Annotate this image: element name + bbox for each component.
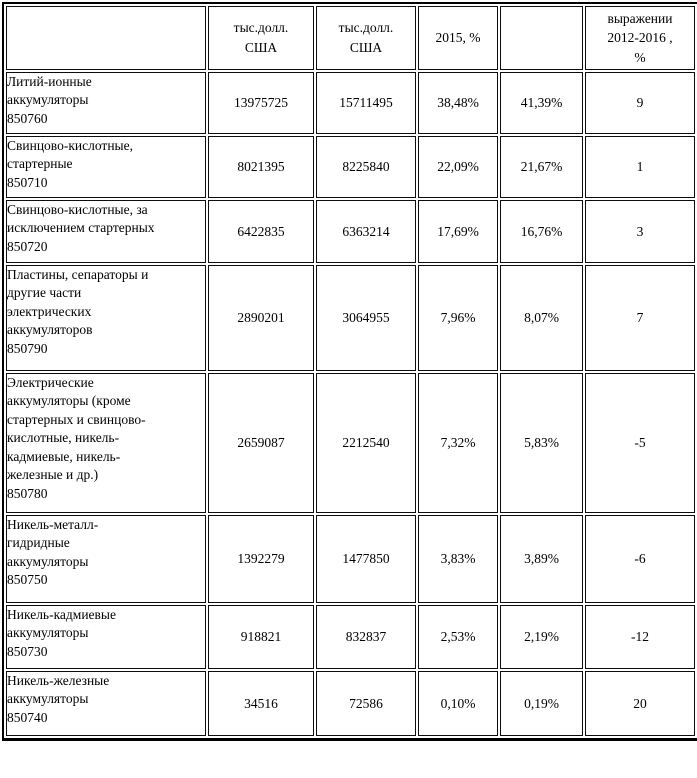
percent-2015-cell: 22,09% (418, 136, 498, 198)
product-cell: Пластины, сепараторы и другие части элек… (6, 265, 206, 371)
growth-cell: 3 (585, 200, 695, 263)
header-row: тыс.долл. США тыс.долл. США 2015, % выра… (6, 6, 695, 70)
growth-cell: 9 (585, 72, 695, 134)
product-cell: Свинцово-кислотные, стартерные 850710 (6, 136, 206, 198)
percent-2015-cell: 2,53% (418, 605, 498, 669)
percent-b-cell: 5,83% (500, 373, 583, 513)
growth-cell: -6 (585, 515, 695, 603)
col-header-product (6, 6, 206, 70)
usd-thousands-b-cell: 15711495 (316, 72, 416, 134)
usd-thousands-a-cell: 34516 (208, 671, 314, 736)
growth-cell: -12 (585, 605, 695, 669)
growth-cell: -5 (585, 373, 695, 513)
usd-thousands-b-cell: 832837 (316, 605, 416, 669)
usd-thousands-a-cell: 13975725 (208, 72, 314, 134)
col-header-empty (500, 6, 583, 70)
usd-thousands-a-cell: 2659087 (208, 373, 314, 513)
product-cell: Свинцово-кислотные, за исключением старт… (6, 200, 206, 263)
table-row: Пластины, сепараторы и другие части элек… (6, 265, 695, 371)
usd-thousands-a-cell: 1392279 (208, 515, 314, 603)
usd-thousands-b-cell: 2212540 (316, 373, 416, 513)
percent-b-cell: 2,19% (500, 605, 583, 669)
growth-cell: 20 (585, 671, 695, 736)
usd-thousands-a-cell: 918821 (208, 605, 314, 669)
percent-b-cell: 0,19% (500, 671, 583, 736)
growth-cell: 7 (585, 265, 695, 371)
percent-b-cell: 8,07% (500, 265, 583, 371)
growth-cell: 1 (585, 136, 695, 198)
table-row: Никель-железные аккумуляторы 850740 3451… (6, 671, 695, 736)
percent-b-cell: 16,76% (500, 200, 583, 263)
product-cell: Литий-ионные аккумуляторы 850760 (6, 72, 206, 134)
percent-b-cell: 41,39% (500, 72, 583, 134)
battery-trade-table: тыс.долл. США тыс.долл. США 2015, % выра… (2, 2, 697, 741)
col-header-2015-percent: 2015, % (418, 6, 498, 70)
product-cell: Никель-кадмиевые аккумуляторы 850730 (6, 605, 206, 669)
product-cell: Никель-металл- гидридные аккумуляторы 85… (6, 515, 206, 603)
percent-b-cell: 3,89% (500, 515, 583, 603)
percent-2015-cell: 7,32% (418, 373, 498, 513)
usd-thousands-b-cell: 6363214 (316, 200, 416, 263)
percent-2015-cell: 17,69% (418, 200, 498, 263)
usd-thousands-b-cell: 8225840 (316, 136, 416, 198)
product-cell: Никель-железные аккумуляторы 850740 (6, 671, 206, 736)
percent-2015-cell: 7,96% (418, 265, 498, 371)
product-cell: Электрические аккумуляторы (кроме старте… (6, 373, 206, 513)
usd-thousands-a-cell: 6422835 (208, 200, 314, 263)
usd-thousands-b-cell: 72586 (316, 671, 416, 736)
usd-thousands-a-cell: 8021395 (208, 136, 314, 198)
table-row: Никель-металл- гидридные аккумуляторы 85… (6, 515, 695, 603)
col-header-usd-thousands-b: тыс.долл. США (316, 6, 416, 70)
percent-2015-cell: 3,83% (418, 515, 498, 603)
table-row: Свинцово-кислотные, стартерные 850710 80… (6, 136, 695, 198)
percent-b-cell: 21,67% (500, 136, 583, 198)
col-header-growth-2012-2016: выражении 2012-2016 , % (585, 6, 695, 70)
percent-2015-cell: 0,10% (418, 671, 498, 736)
percent-2015-cell: 38,48% (418, 72, 498, 134)
usd-thousands-b-cell: 1477850 (316, 515, 416, 603)
table-row: Электрические аккумуляторы (кроме старте… (6, 373, 695, 513)
usd-thousands-a-cell: 2890201 (208, 265, 314, 371)
table-row: Литий-ионные аккумуляторы 850760 1397572… (6, 72, 695, 134)
col-header-usd-thousands-a: тыс.долл. США (208, 6, 314, 70)
table-row: Никель-кадмиевые аккумуляторы 850730 918… (6, 605, 695, 669)
table-row: Свинцово-кислотные, за исключением старт… (6, 200, 695, 263)
usd-thousands-b-cell: 3064955 (316, 265, 416, 371)
